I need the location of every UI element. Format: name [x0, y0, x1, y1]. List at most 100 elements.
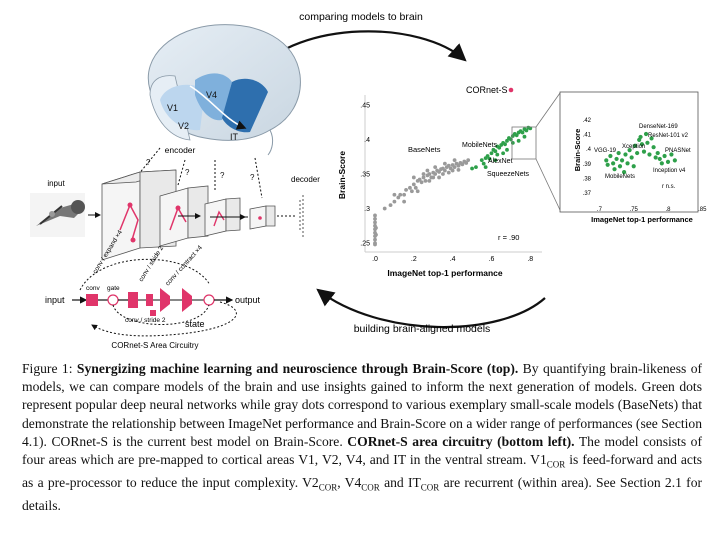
data-point — [520, 130, 525, 135]
data-point — [396, 195, 401, 200]
data-point — [632, 143, 638, 148]
circuit-stride1-label: conv / stride 2 — [138, 245, 166, 283]
xtick-label: .8 — [665, 207, 671, 213]
ytick-label: .3 — [364, 206, 370, 213]
data-point — [392, 192, 397, 197]
ytick-label: .39 — [583, 162, 592, 168]
data-point — [388, 203, 393, 207]
data-point — [431, 175, 436, 180]
inset-annot-vgg: VGG-19 — [594, 148, 617, 154]
data-point — [524, 128, 529, 133]
inset-annot-inception: Inception v4 — [653, 168, 686, 174]
data-point — [619, 158, 625, 163]
inset-annot-ns: r n.s. — [662, 184, 676, 190]
data-point — [409, 189, 414, 194]
caption-sub-it: COR — [420, 482, 440, 493]
data-point — [466, 158, 471, 163]
ytick-label: .42 — [583, 118, 592, 124]
figure-1: comparing models to brain building brain… — [30, 11, 707, 350]
xtick-label: .0 — [372, 256, 378, 263]
xtick-label: .8 — [527, 256, 533, 263]
data-point — [622, 170, 627, 175]
encoder-blocks — [101, 169, 304, 261]
data-point — [382, 206, 387, 211]
data-point — [617, 164, 623, 169]
circuit-gate-label: gate — [107, 285, 120, 292]
data-point — [427, 172, 432, 176]
data-point — [649, 136, 654, 141]
main-annot-basenets: BaseNets — [408, 145, 441, 154]
input-image-label: input — [47, 179, 65, 188]
circuit-output-label: output — [235, 295, 261, 305]
data-point — [639, 142, 645, 147]
data-point — [441, 172, 445, 176]
caption-fig-number: Figure 1: — [22, 361, 73, 376]
data-point — [497, 145, 502, 150]
data-point — [433, 165, 438, 169]
main-annot-r: r = .90 — [498, 233, 519, 242]
data-point — [672, 158, 677, 163]
caption-body-5: and IT — [384, 474, 421, 490]
ytick-label: .4 — [364, 137, 370, 144]
brain-area-v4: V4 — [206, 90, 217, 100]
ytick-label: .4 — [586, 147, 592, 153]
circuit-stride2-label: conv / stride 2 — [125, 317, 166, 324]
data-point — [657, 156, 662, 162]
bottom-arrow-label: building brain-aligned models — [354, 323, 491, 335]
data-point — [493, 158, 498, 163]
caption-body-4: , V4 — [337, 474, 362, 490]
circuit-conv-label: conv — [86, 285, 100, 292]
data-point — [604, 158, 609, 163]
data-point — [505, 147, 509, 152]
data-point — [614, 156, 619, 162]
data-point — [392, 199, 397, 204]
xtick-label: .6 — [489, 256, 495, 263]
data-point — [373, 220, 377, 225]
data-point — [421, 175, 426, 180]
data-point — [608, 153, 613, 159]
data-point — [669, 152, 674, 157]
data-point — [413, 185, 418, 190]
figure-caption: Figure 1: Synergizing machine learning a… — [22, 360, 702, 515]
data-point — [643, 131, 649, 137]
data-point — [423, 179, 428, 183]
data-point — [611, 161, 616, 166]
data-point — [616, 150, 621, 156]
xtick-label: .85 — [698, 207, 707, 213]
data-point — [489, 151, 494, 156]
data-point — [528, 126, 533, 131]
xtick-label: .75 — [630, 207, 639, 213]
caption-body-3: is feed-forward and acts as a pre-proces… — [22, 452, 703, 490]
inset-annot-pnasnet: PNASNet — [665, 148, 691, 154]
main-annot-mobilenets: MobileNets — [462, 142, 498, 149]
data-point — [514, 133, 519, 138]
data-point — [411, 175, 416, 180]
xtick-label: .4 — [450, 256, 456, 263]
data-point — [470, 166, 474, 171]
data-point — [408, 185, 412, 190]
main-chart: Brain-Score ImageNet top-1 performance .… — [337, 85, 561, 278]
top-arrow-label: comparing models to brain — [299, 11, 423, 23]
data-point — [605, 162, 610, 167]
data-point — [437, 175, 441, 180]
data-point — [645, 140, 650, 145]
caption-body-1: By quantifying brain-likeness of models,… — [22, 361, 703, 449]
data-point — [421, 172, 426, 176]
data-point — [474, 165, 478, 169]
svg-text:?: ? — [185, 168, 190, 177]
data-point — [485, 154, 490, 158]
data-point — [374, 232, 378, 237]
data-point — [503, 142, 507, 147]
data-point — [402, 192, 407, 197]
inset-annot-xception: Xception — [622, 144, 645, 150]
circuit-state-label: state — [185, 319, 205, 329]
caption-paragraph: Figure 1: Synergizing machine learning a… — [22, 360, 702, 515]
circuit-contract-label: conv / contract ×4 — [164, 244, 204, 287]
data-point — [483, 165, 488, 169]
ytick-label: .25 — [360, 241, 370, 248]
main-xlabel: ImageNet top-1 performance — [387, 268, 503, 278]
main-ylabel: Brain-Score — [337, 151, 347, 199]
data-point — [398, 192, 403, 197]
inset-chart: Brain-Score ImageNet top-1 performance .… — [559, 91, 707, 224]
data-point — [493, 149, 498, 154]
